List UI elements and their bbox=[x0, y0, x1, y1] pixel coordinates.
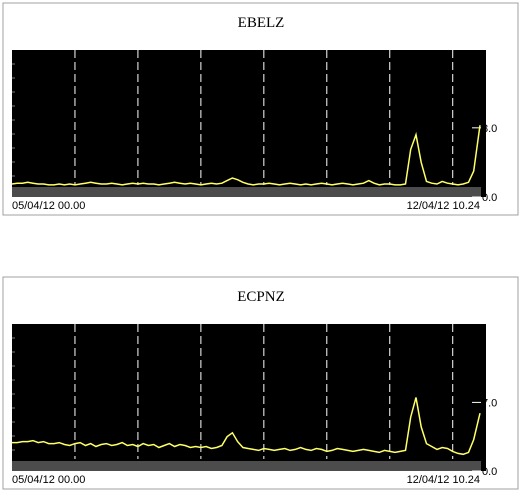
plot-area bbox=[12, 50, 486, 197]
plot-area bbox=[12, 324, 486, 471]
x-tick-label: 12/04/12 10.24 bbox=[407, 474, 480, 486]
data-line bbox=[11, 125, 481, 186]
y-tick-label: 7.0 bbox=[482, 397, 497, 409]
x-tick-label: 05/04/12 00.00 bbox=[12, 474, 85, 486]
y-tick-label: 8.0 bbox=[482, 123, 497, 135]
y-tick-label: 0.0 bbox=[482, 466, 497, 478]
chart-title: EBELZ bbox=[238, 15, 285, 31]
x-tick-label: 12/04/12 10.24 bbox=[407, 200, 480, 212]
y-tick-label: 0.0 bbox=[482, 192, 497, 204]
data-line bbox=[12, 397, 481, 456]
x-tick-label: 05/04/12 00.00 bbox=[12, 200, 85, 212]
chart-title: ECPNZ bbox=[237, 289, 285, 305]
